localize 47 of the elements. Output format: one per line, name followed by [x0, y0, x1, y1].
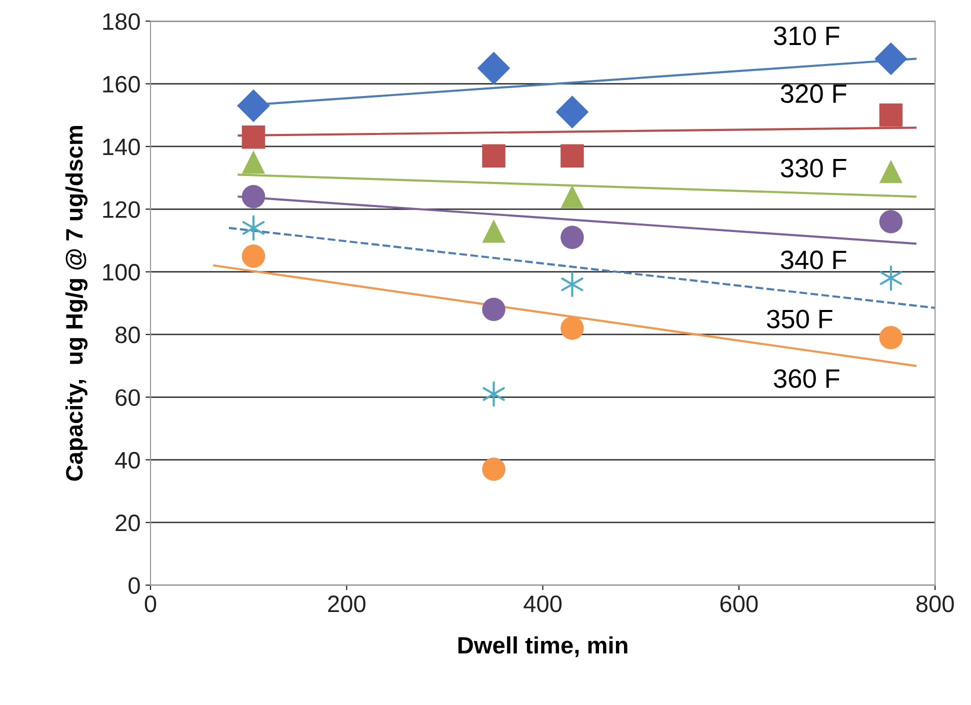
- y-axis-title: Capacity, ug Hg/g @ 7 ug/dscm: [65, 126, 88, 481]
- point: [874, 42, 908, 76]
- y-tick-label: 0: [128, 577, 140, 594]
- y-tick-label: 100: [103, 264, 140, 281]
- series-label: 310 F: [774, 26, 840, 46]
- y-tick-label: 40: [115, 452, 140, 469]
- point: [560, 144, 584, 168]
- y-tick-label: 120: [103, 201, 140, 218]
- point: [560, 316, 584, 340]
- point: [477, 52, 510, 85]
- y-tick-label: 60: [116, 389, 140, 406]
- series-label: 340 F: [780, 250, 846, 270]
- point: [237, 89, 270, 122]
- point: [482, 144, 506, 168]
- point: [879, 210, 903, 234]
- point: [556, 96, 589, 128]
- series-label: 330 F: [780, 158, 846, 178]
- point: [242, 150, 266, 174]
- series-label: 320 F: [780, 84, 846, 103]
- x-tick-label: 200: [328, 595, 366, 612]
- y-tick-label: 140: [103, 138, 140, 156]
- point: [560, 184, 584, 208]
- y-tick-label: 180: [103, 13, 140, 30]
- point: [482, 458, 506, 481]
- point: [242, 215, 265, 241]
- point: [242, 244, 266, 268]
- point: [242, 184, 266, 208]
- point: [482, 219, 506, 243]
- x-axis-title: Dwell time, min: [458, 636, 628, 658]
- point: [879, 326, 903, 350]
- x-tick-label: 0: [144, 595, 156, 612]
- point: [561, 272, 584, 298]
- y-tick-label: 80: [116, 326, 140, 344]
- x-tick-label: 600: [720, 595, 758, 612]
- y-tick-label: 20: [116, 514, 140, 532]
- point: [242, 125, 266, 149]
- point: [879, 160, 903, 184]
- point: [560, 226, 584, 249]
- text: 350 F: [766, 310, 832, 328]
- y-tick-label: 160: [103, 76, 140, 93]
- point: [482, 381, 505, 407]
- point: [482, 298, 506, 322]
- point: [880, 265, 902, 291]
- series-label: 360 F: [774, 369, 840, 388]
- point: [879, 104, 903, 127]
- x-tick-label: 800: [916, 595, 954, 612]
- x-tick-label: 400: [524, 595, 562, 612]
